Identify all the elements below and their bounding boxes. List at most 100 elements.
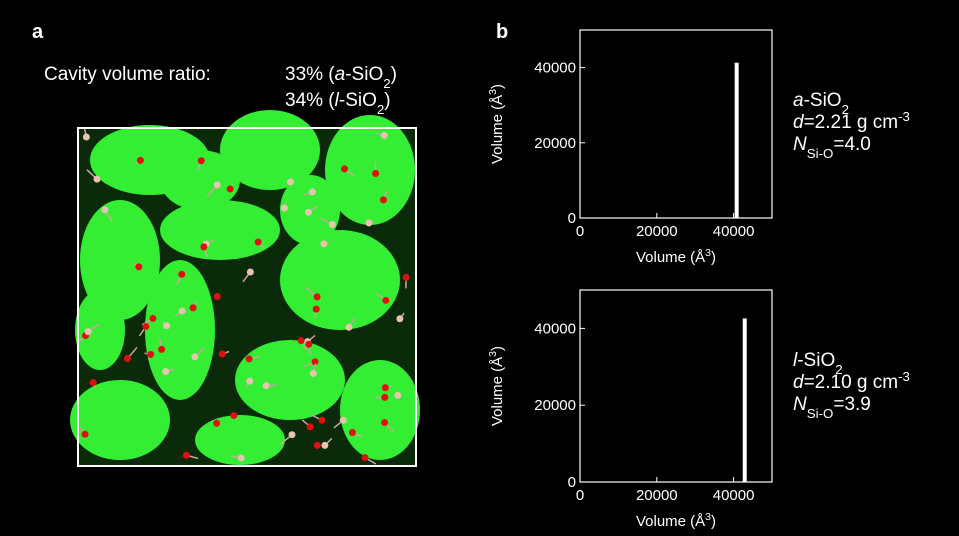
text-part: ) bbox=[489, 84, 506, 89]
text-part: 34% ( bbox=[285, 90, 335, 111]
molecular-structure bbox=[70, 110, 420, 466]
atom bbox=[309, 188, 316, 195]
atom bbox=[381, 419, 388, 426]
atom bbox=[230, 412, 237, 419]
atom bbox=[214, 293, 221, 300]
atom bbox=[289, 431, 296, 438]
atom bbox=[137, 157, 144, 164]
text-part: -SiO bbox=[345, 64, 383, 85]
x-axis-label: Volume (Å3) bbox=[636, 511, 716, 530]
text-part: N bbox=[793, 394, 807, 415]
x-tick-label: 20000 bbox=[636, 487, 678, 504]
atom bbox=[305, 209, 312, 216]
atom bbox=[313, 306, 320, 313]
x-axis-label: Volume (Å3) bbox=[636, 247, 716, 266]
atom bbox=[381, 394, 388, 401]
atom bbox=[349, 429, 356, 436]
atom bbox=[246, 378, 253, 385]
atom bbox=[380, 196, 387, 203]
text-part: -SiO bbox=[339, 90, 377, 111]
atom bbox=[345, 324, 352, 331]
text-part: 2 bbox=[377, 102, 384, 117]
atom bbox=[162, 368, 169, 375]
y-axis-label: Volume (Å3) bbox=[487, 346, 506, 426]
atom bbox=[365, 219, 372, 226]
atom bbox=[361, 454, 368, 461]
atom bbox=[298, 337, 305, 344]
cavity-blob bbox=[280, 230, 400, 330]
atom bbox=[158, 346, 165, 353]
text-part: Volume (Å bbox=[489, 357, 506, 426]
text-part: a bbox=[793, 90, 804, 111]
atom bbox=[287, 178, 294, 185]
text-part: -3 bbox=[898, 109, 910, 124]
text-part: ) bbox=[489, 346, 506, 351]
atom bbox=[227, 185, 234, 192]
atom bbox=[238, 454, 245, 461]
cavity-blob bbox=[160, 200, 280, 260]
y-tick-label: 40000 bbox=[534, 320, 576, 337]
atom bbox=[149, 315, 156, 322]
panel-label: b bbox=[496, 21, 508, 43]
atom bbox=[178, 271, 185, 278]
y-tick-label: 0 bbox=[568, 474, 576, 491]
bar bbox=[735, 63, 739, 218]
atom bbox=[90, 379, 97, 386]
atom bbox=[382, 297, 389, 304]
atom bbox=[85, 328, 92, 335]
text-part: Volume (Å bbox=[489, 95, 506, 164]
atom bbox=[255, 239, 262, 246]
atom bbox=[382, 384, 389, 391]
cavity-blob bbox=[145, 260, 215, 400]
x-tick-label: 40000 bbox=[713, 487, 755, 504]
text-part: -SiO bbox=[797, 350, 835, 371]
y-axis-label: Volume (Å3) bbox=[487, 84, 506, 164]
atom bbox=[381, 132, 388, 139]
atom bbox=[219, 350, 226, 357]
atom bbox=[396, 315, 403, 322]
atom bbox=[213, 420, 220, 427]
text-part: ) bbox=[711, 249, 716, 266]
text-part: =2.10 g cm bbox=[804, 372, 899, 393]
y-tick-label: 20000 bbox=[534, 135, 576, 152]
atom bbox=[310, 370, 317, 377]
cavity-blob bbox=[70, 380, 170, 460]
text-part: ) bbox=[384, 90, 390, 111]
text-part: -3 bbox=[898, 369, 910, 384]
atom bbox=[329, 221, 336, 228]
atom bbox=[320, 240, 327, 247]
text-part: =3.9 bbox=[833, 394, 871, 415]
text-part: ) bbox=[391, 64, 397, 85]
text-part: =4.0 bbox=[833, 134, 871, 155]
panel-label: a bbox=[32, 21, 44, 43]
atom bbox=[101, 206, 108, 213]
cavity-blob bbox=[340, 360, 420, 460]
x-tick-label: 0 bbox=[576, 223, 584, 240]
atom bbox=[200, 243, 207, 250]
text-part: ) bbox=[711, 513, 716, 530]
text-part: 33% ( bbox=[285, 64, 335, 85]
atom bbox=[183, 452, 190, 459]
atom bbox=[135, 263, 142, 270]
atom bbox=[190, 304, 197, 311]
y-tick-label: 20000 bbox=[534, 397, 576, 414]
atom bbox=[340, 417, 347, 424]
x-tick-label: 0 bbox=[576, 487, 584, 504]
figure: a b Cavity volume ratio: 33% (a-SiO2)34%… bbox=[0, 0, 959, 536]
text-part: Volume (Å bbox=[636, 513, 705, 530]
atom bbox=[281, 205, 288, 212]
text-part: Si-O bbox=[807, 146, 834, 161]
atom bbox=[163, 322, 170, 329]
text-part: 2 bbox=[383, 76, 390, 91]
text-part: N bbox=[793, 134, 807, 155]
atom bbox=[372, 170, 379, 177]
y-tick-label: 40000 bbox=[534, 60, 576, 77]
text-part: a bbox=[335, 64, 346, 85]
atom bbox=[147, 351, 154, 358]
bar bbox=[743, 318, 747, 482]
atom bbox=[263, 382, 270, 389]
atom bbox=[198, 157, 205, 164]
cavity-blob bbox=[75, 290, 125, 370]
atom bbox=[341, 165, 348, 172]
atom bbox=[83, 133, 90, 140]
